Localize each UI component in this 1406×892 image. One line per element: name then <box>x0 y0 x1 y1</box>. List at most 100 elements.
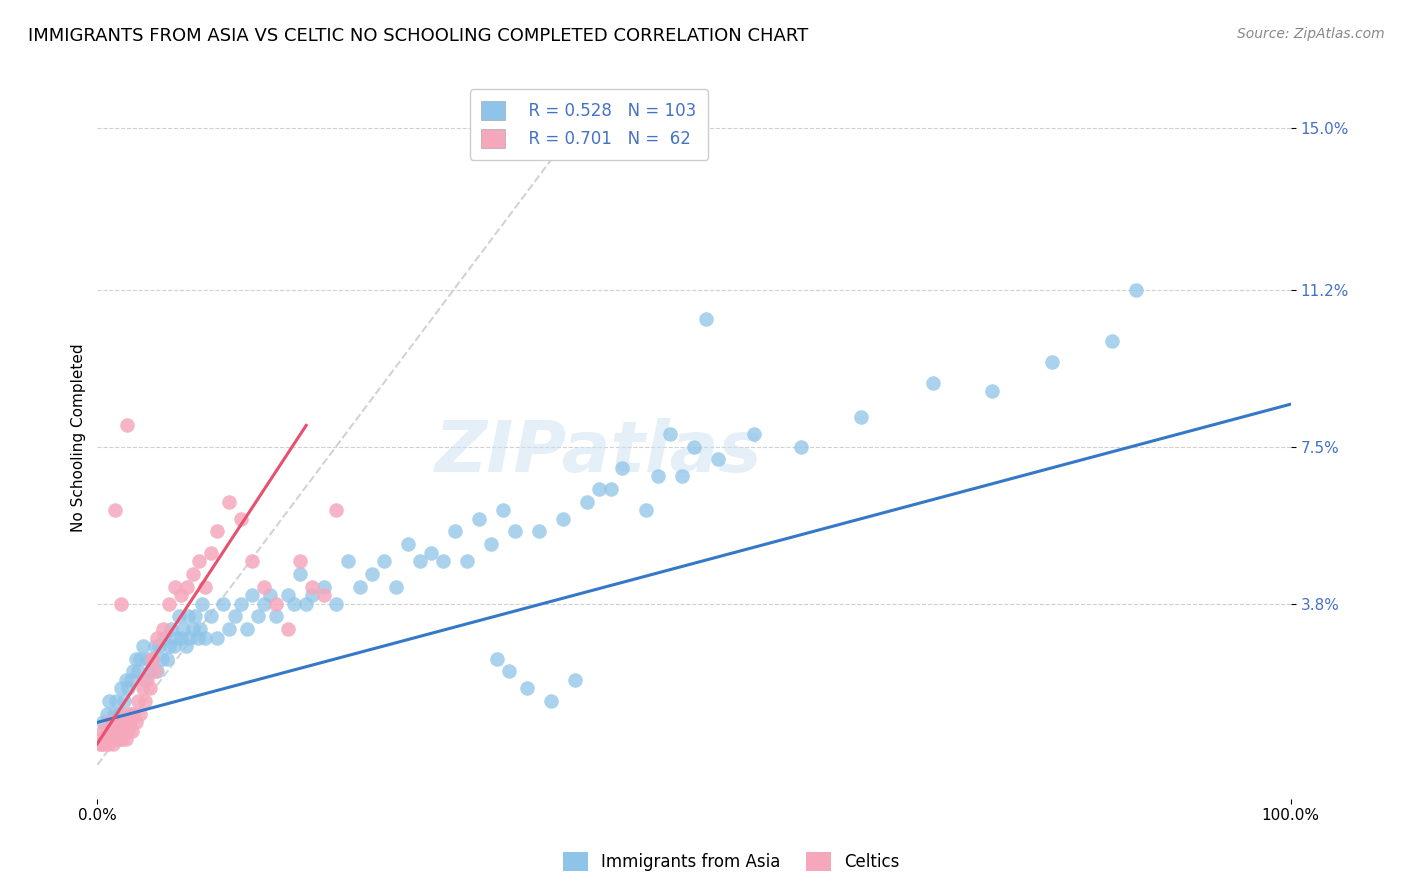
Point <box>153 631 176 645</box>
Point <box>129 651 152 665</box>
Point <box>117 681 139 696</box>
Point <box>527 524 550 539</box>
Point <box>683 440 706 454</box>
Point <box>165 631 187 645</box>
Point <box>121 723 143 738</box>
Point <box>444 524 467 539</box>
Point <box>177 609 200 624</box>
Point <box>105 723 128 738</box>
Point <box>247 609 270 624</box>
Point <box>127 694 149 708</box>
Point <box>205 524 228 539</box>
Point <box>1101 334 1123 348</box>
Point <box>98 694 121 708</box>
Point <box>104 503 127 517</box>
Point <box>659 426 682 441</box>
Point <box>479 537 502 551</box>
Point <box>194 580 217 594</box>
Point <box>283 597 305 611</box>
Point <box>108 732 131 747</box>
Point <box>695 312 717 326</box>
Point <box>160 622 183 636</box>
Point <box>136 651 159 665</box>
Point <box>432 554 454 568</box>
Point <box>259 588 281 602</box>
Point <box>100 723 122 738</box>
Point <box>124 715 146 730</box>
Point <box>290 554 312 568</box>
Point <box>336 554 359 568</box>
Point <box>122 706 145 721</box>
Point <box>94 732 117 747</box>
Point <box>89 737 111 751</box>
Point <box>849 409 872 424</box>
Point <box>141 651 163 665</box>
Point <box>277 622 299 636</box>
Point <box>181 622 204 636</box>
Point <box>108 723 131 738</box>
Point <box>242 554 264 568</box>
Point <box>97 737 120 751</box>
Point <box>588 482 610 496</box>
Point <box>194 631 217 645</box>
Point <box>636 503 658 517</box>
Point <box>564 673 586 687</box>
Point <box>91 715 114 730</box>
Text: IMMIGRANTS FROM ASIA VS CELTIC NO SCHOOLING COMPLETED CORRELATION CHART: IMMIGRANTS FROM ASIA VS CELTIC NO SCHOOL… <box>28 27 808 45</box>
Point <box>134 673 156 687</box>
Point <box>224 609 246 624</box>
Legend:   R = 0.528   N = 103,   R = 0.701   N =  62: R = 0.528 N = 103, R = 0.701 N = 62 <box>470 89 707 160</box>
Point <box>253 597 276 611</box>
Point <box>408 554 430 568</box>
Point <box>790 440 813 454</box>
Point <box>167 609 190 624</box>
Point <box>155 651 177 665</box>
Point <box>742 426 765 441</box>
Point <box>115 418 138 433</box>
Point <box>349 580 371 594</box>
Point <box>981 384 1004 399</box>
Text: ZIPatlas: ZIPatlas <box>434 418 762 487</box>
Point <box>136 673 159 687</box>
Point <box>108 706 131 721</box>
Point <box>115 732 138 747</box>
Point <box>96 706 118 721</box>
Point <box>141 651 163 665</box>
Point <box>163 639 186 653</box>
Point <box>98 715 121 730</box>
Point <box>492 503 515 517</box>
Point <box>146 665 169 679</box>
Point <box>172 622 194 636</box>
Point <box>118 715 141 730</box>
Point <box>103 715 125 730</box>
Point <box>384 580 406 594</box>
Point <box>540 694 562 708</box>
Point <box>575 494 598 508</box>
Point <box>114 715 136 730</box>
Point <box>184 609 207 624</box>
Point <box>163 580 186 594</box>
Point <box>486 651 509 665</box>
Point <box>120 706 142 721</box>
Point <box>373 554 395 568</box>
Point <box>229 597 252 611</box>
Point <box>104 732 127 747</box>
Point <box>200 609 222 624</box>
Point <box>301 588 323 602</box>
Point <box>117 723 139 738</box>
Point <box>200 546 222 560</box>
Point <box>111 732 134 747</box>
Point <box>139 681 162 696</box>
Point <box>93 737 115 751</box>
Point <box>325 503 347 517</box>
Point <box>420 546 443 560</box>
Point <box>170 588 193 602</box>
Legend: Immigrants from Asia, Celtics: Immigrants from Asia, Celtics <box>554 843 908 880</box>
Point <box>599 482 621 496</box>
Point <box>1040 355 1063 369</box>
Point <box>242 588 264 602</box>
Point <box>148 639 170 653</box>
Point <box>143 639 166 653</box>
Point <box>120 673 142 687</box>
Y-axis label: No Schooling Completed: No Schooling Completed <box>72 343 86 533</box>
